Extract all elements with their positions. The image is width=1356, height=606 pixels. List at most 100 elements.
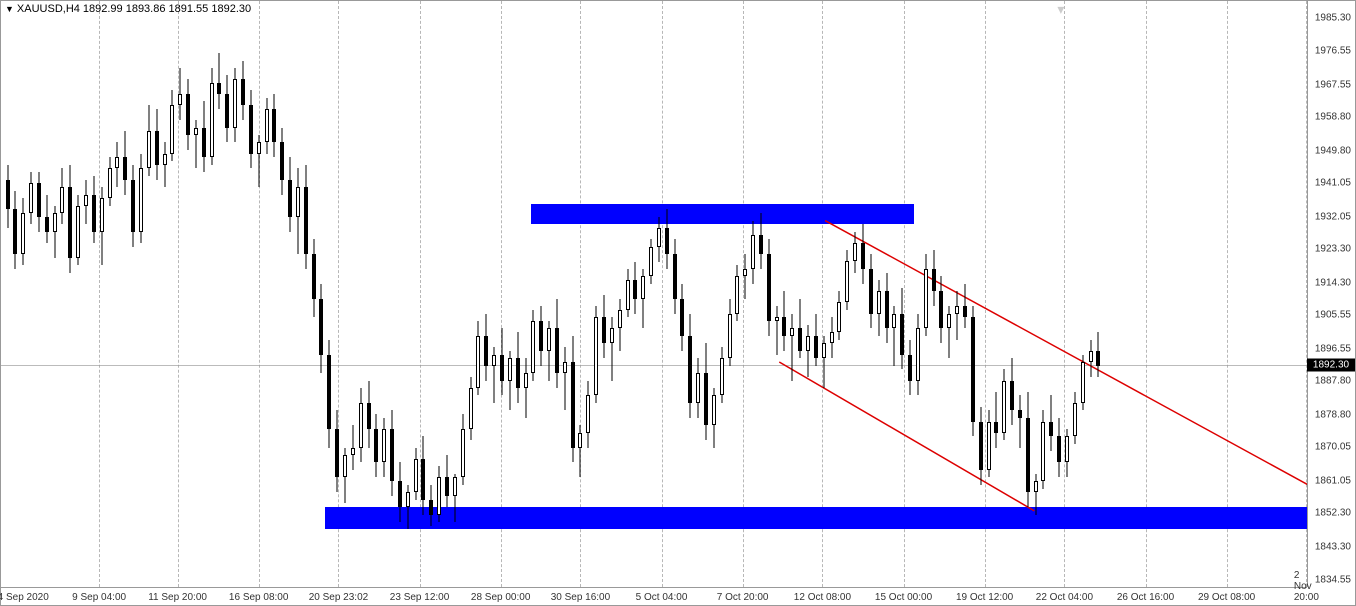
chevron-down-icon: ▼ [5, 4, 14, 14]
candle [508, 351, 512, 411]
resistance-zone [531, 204, 914, 224]
candle [45, 195, 49, 243]
candle [382, 418, 386, 478]
candle [453, 474, 457, 522]
candle [924, 254, 928, 336]
grid-line [1146, 1, 1147, 587]
candle [735, 265, 739, 321]
candle [861, 224, 865, 284]
candle [939, 276, 943, 343]
candle [822, 336, 826, 388]
candle [932, 250, 936, 306]
candle [170, 90, 174, 161]
symbol-label: XAUUSD,H4 [17, 3, 80, 15]
candle [1081, 355, 1085, 411]
candle [1002, 369, 1006, 440]
candle [327, 340, 331, 448]
trendline-overlay [1, 1, 1307, 587]
candle [900, 288, 904, 370]
y-tick-label: 1861.05 [1315, 475, 1351, 486]
candle [994, 392, 998, 448]
x-tick-label: 5 Oct 04:00 [636, 592, 688, 603]
candle [1057, 418, 1061, 478]
candle [233, 68, 237, 142]
x-tick-label: 20 Sep 23:02 [309, 592, 369, 603]
candle [461, 414, 465, 485]
candle [312, 239, 316, 317]
candle [516, 332, 520, 403]
candle [610, 317, 614, 380]
candle [892, 306, 896, 366]
candle [445, 455, 449, 507]
y-tick-label: 1985.30 [1315, 13, 1351, 24]
y-tick-label: 1870.05 [1315, 442, 1351, 453]
candle [335, 410, 339, 492]
candle [1026, 392, 1030, 507]
ohlc-label: 1892.99 1893.86 1891.55 1892.30 [83, 3, 251, 15]
candle [971, 306, 975, 436]
candle [319, 284, 323, 373]
candle [123, 131, 127, 194]
candle [367, 381, 371, 448]
grid-line [99, 1, 100, 587]
candle [1073, 392, 1077, 444]
y-tick-label: 1914.30 [1315, 277, 1351, 288]
candle [76, 195, 80, 266]
candle [712, 388, 716, 448]
plot-area[interactable]: ▾ [1, 1, 1307, 587]
y-tick-label: 1896.55 [1315, 343, 1351, 354]
candle [469, 377, 473, 440]
candle [421, 436, 425, 514]
candle [296, 168, 300, 254]
candle [100, 187, 104, 265]
candle [618, 299, 622, 351]
candle [398, 462, 402, 522]
candle [555, 299, 559, 388]
grid-line [822, 1, 823, 587]
y-tick-label: 1941.05 [1315, 178, 1351, 189]
x-tick-label: 30 Sep 16:00 [551, 592, 611, 603]
candle [767, 239, 771, 336]
candle [947, 306, 951, 358]
candle [37, 172, 41, 232]
candle [210, 68, 214, 165]
y-tick-label: 1887.80 [1315, 376, 1351, 387]
candle [500, 328, 504, 395]
candle [845, 250, 849, 310]
candle [257, 135, 261, 187]
candle [139, 154, 143, 243]
x-tick-label: 15 Oct 00:00 [875, 592, 932, 603]
resistance-zone [325, 507, 1307, 529]
x-tick-label: 26 Oct 16:00 [1117, 592, 1174, 603]
candle [249, 90, 253, 168]
candle [6, 165, 10, 228]
x-tick-label: 22 Oct 04:00 [1036, 592, 1093, 603]
y-tick-label: 1852.30 [1315, 508, 1351, 519]
candle [217, 53, 221, 109]
candle [869, 254, 873, 328]
x-tick-label: 12 Oct 08:00 [794, 592, 851, 603]
candle [351, 425, 355, 470]
candle [704, 343, 708, 440]
candle [657, 217, 661, 262]
candle [476, 321, 480, 395]
candle [406, 485, 410, 530]
candle [272, 94, 276, 157]
candle [359, 388, 363, 462]
candle [837, 291, 841, 339]
x-tick-label: 23 Sep 12:00 [390, 592, 450, 603]
candle [147, 105, 151, 176]
candle [853, 232, 857, 273]
candle [414, 448, 418, 500]
candle [84, 180, 88, 225]
candle [1065, 429, 1069, 477]
candle [108, 157, 112, 205]
candle [202, 101, 206, 172]
candle [963, 284, 967, 329]
grid-line [501, 1, 502, 587]
candle [155, 109, 159, 180]
candle [60, 168, 64, 224]
y-tick-label: 1843.30 [1315, 541, 1351, 552]
candle [987, 410, 991, 477]
candle [720, 347, 724, 403]
